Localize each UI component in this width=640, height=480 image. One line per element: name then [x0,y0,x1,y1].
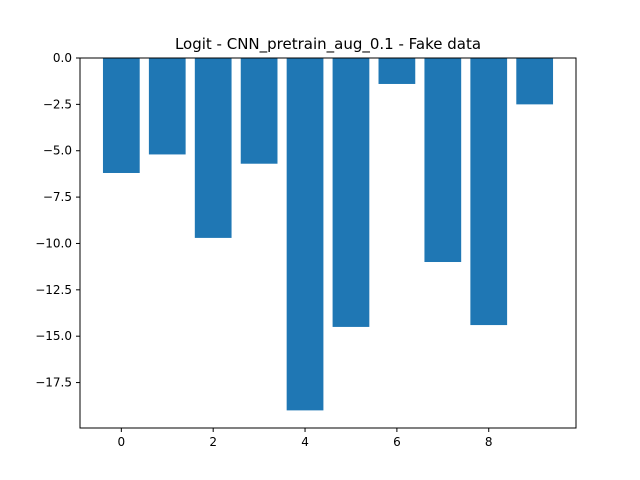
bars-group [102,58,554,411]
axes-group: 0 2 4 6 8 0.0 −2.5 −5.0 −7.5 −10.0 −12.5 −15.0 −17.5 [35,51,492,449]
y-tick-label: −17.5 [35,376,72,390]
plot-frame [79,57,577,429]
y-tick-label: −2.5 [43,97,72,111]
y-tick-label: −12.5 [35,283,72,297]
bar-4 [286,58,324,411]
y-tick-label: −5.0 [43,144,72,158]
bar-0 [102,58,140,173]
y-tick-label: −15.0 [35,329,72,343]
bar-5 [332,58,370,327]
bar-6 [378,58,416,84]
bar-9 [516,58,554,105]
y-tick-label: −10.0 [35,236,72,250]
y-tick-label: −7.5 [43,190,72,204]
bar-1 [148,58,186,155]
x-tick-label: 8 [485,435,493,449]
bar-3 [240,58,278,164]
bar-7 [424,58,462,263]
x-tick-label: 0 [118,435,126,449]
x-tick-label: 2 [209,435,217,449]
chart-title: Logit - CNN_pretrain_aug_0.1 - Fake data [175,35,481,54]
bar-2 [194,58,232,238]
y-tick-label: 0.0 [53,51,72,65]
bar-8 [470,58,508,326]
x-tick-label: 4 [301,435,309,449]
x-tick-label: 6 [393,435,401,449]
